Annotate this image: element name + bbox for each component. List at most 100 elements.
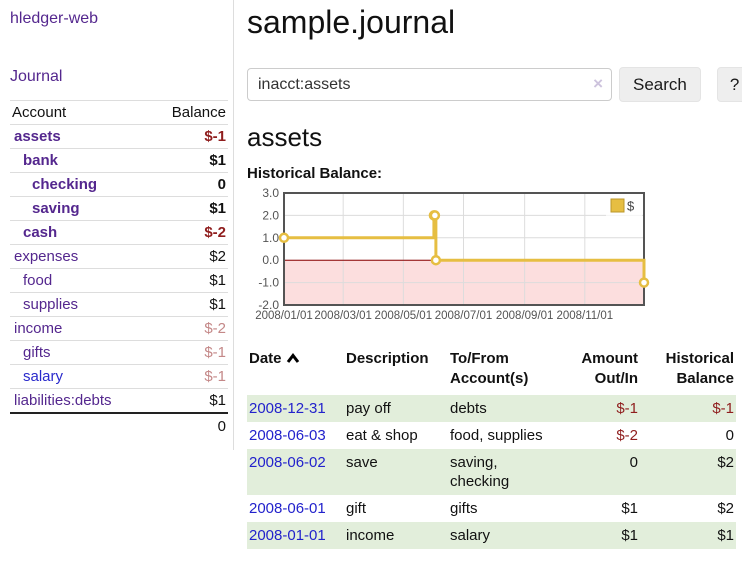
account-balance: 0 [149,172,228,197]
svg-text:2008/03/01: 2008/03/01 [314,310,372,322]
sidebar-account-expenses[interactable]: expenses [14,248,79,265]
account-balance: $1 [149,148,228,173]
accounts-total-row: 0 [10,412,228,438]
account-balance: $-2 [149,316,228,341]
svg-text:2008/09/01: 2008/09/01 [496,310,554,322]
account-balance: $1 [149,196,228,221]
transaction-amount: $1 [621,527,638,544]
account-row: expenses $2 [10,244,228,269]
svg-text:0.0: 0.0 [262,253,279,267]
svg-text:-1.0: -1.0 [258,276,279,290]
transaction-description: gift [346,500,367,517]
accounts-header-account: Account [10,100,150,125]
transaction-balance: $2 [717,500,734,517]
sidebar-account-supplies[interactable]: supplies [23,296,79,313]
svg-text:-2.0: -2.0 [258,298,279,312]
accounts-header-row: Account Balance [10,100,228,125]
account-row: liabilities:debts $1 [10,388,228,414]
register-header-account: To/From Account(s) [450,350,529,387]
account-balance: $-1 [149,340,228,365]
sidebar-account-assets[interactable]: assets [14,128,61,145]
account-row: checking 0 [10,172,228,197]
sidebar-account-bank[interactable]: bank [23,152,59,169]
register-row: 2008-01-01 income salary $1 $1 [247,522,736,549]
transaction-balance: $-1 [712,400,734,417]
sidebar-account-food[interactable]: food [23,272,53,289]
transaction-accounts: debts [450,400,487,417]
transaction-accounts: salary [450,527,491,544]
transaction-date-link[interactable]: 2008-06-02 [249,454,326,471]
sidebar-account-saving[interactable]: saving [32,200,80,217]
register-body: 2008-12-31 pay off debts $-1 $-1 2008-06-03 ea… [247,395,736,549]
register-header-date[interactable]: Date [247,346,344,395]
account-balance: $-1 [149,364,228,389]
sidebar-account-cash[interactable]: cash [23,224,58,241]
register-row: 2008-06-02 save saving, checking 0 $2 [247,449,736,495]
accounts-table: Account Balance assets $-1 bank $1 checking 0… [10,100,228,438]
account-row: salary $-1 [10,364,228,389]
account-row: income $-2 [10,316,228,341]
account-balance: $-1 [149,124,228,149]
svg-text:2008/05/01: 2008/05/01 [375,310,433,322]
transaction-balance: 0 [725,427,734,444]
sidebar-account-salary[interactable]: salary [23,368,64,385]
register-header-balance: Historical Balance [665,350,734,387]
search-button[interactable]: Search [619,67,701,102]
transaction-description: eat & shop [346,427,418,444]
transaction-balance: $2 [717,454,734,471]
transaction-amount: $-1 [616,400,638,417]
account-balance: $1 [149,388,228,414]
svg-text:1.0: 1.0 [262,231,279,245]
sidebar-account-income[interactable]: income [14,320,63,337]
transaction-accounts: food, supplies [450,427,543,444]
brand-link[interactable]: hledger-web [10,10,99,27]
accounts-body: assets $-1 bank $1 checking 0 saving $1 cash $-2 e… [10,124,228,414]
transaction-date-link[interactable]: 2008-12-31 [249,400,326,417]
register-header-description: Description [346,350,429,367]
account-row: bank $1 [10,148,228,173]
transaction-balance: $1 [717,527,734,544]
svg-text:2.0: 2.0 [262,208,279,222]
sidebar: hledger-web Journal Account Balance asse… [0,0,234,450]
clear-search-icon[interactable]: × [593,74,603,93]
chart-title: Historical Balance: [247,165,383,182]
transaction-description: pay off [346,400,391,417]
account-balance: $-2 [149,220,228,245]
account-row: saving $1 [10,196,228,221]
sidebar-item-journal[interactable]: Journal [10,68,63,85]
account-balance: $1 [149,292,228,317]
account-balance: $1 [149,268,228,293]
svg-text:$: $ [627,199,635,214]
transaction-accounts: saving, checking [450,454,510,490]
sort-ascending-icon [286,353,299,363]
transaction-description: save [346,454,378,471]
app-window: hledger-web Journal Account Balance asse… [0,0,742,549]
register-row: 2008-06-03 eat & shop food, supplies $-2 0 [247,422,736,449]
transaction-description: income [346,527,395,544]
sidebar-account-checking[interactable]: checking [32,176,98,193]
transaction-date-link[interactable]: 2008-01-01 [249,527,326,544]
svg-text:3.0: 3.0 [262,188,279,200]
transaction-accounts: gifts [450,500,478,517]
transaction-date-link[interactable]: 2008-06-03 [249,427,326,444]
account-balance: $2 [149,244,228,269]
transaction-amount: $1 [621,500,638,517]
account-row: cash $-2 [10,220,228,245]
register-row: 2008-12-31 pay off debts $-1 $-1 [247,395,736,422]
transaction-date-link[interactable]: 2008-06-01 [249,500,326,517]
register-table: Date Description To/From Account(s) Amou… [247,346,736,549]
main-panel: sample.journal × Search ? assets Histori… [234,0,742,549]
page-title: sample.journal [247,4,456,40]
register-row: 2008-06-01 gift gifts $1 $2 [247,495,736,522]
register-header-row: Date Description To/From Account(s) Amou… [247,346,736,395]
account-heading: assets [247,122,323,152]
help-button[interactable]: ? [716,67,742,102]
svg-text:2008/01/01: 2008/01/01 [255,310,313,322]
search-form: × Search ? [247,67,742,102]
search-input[interactable] [247,68,612,101]
transaction-amount: $-2 [616,427,638,444]
account-row: gifts $-1 [10,340,228,365]
sidebar-account-gifts[interactable]: gifts [23,344,51,361]
sidebar-account-liabilities-debts[interactable]: liabilities:debts [14,392,112,409]
